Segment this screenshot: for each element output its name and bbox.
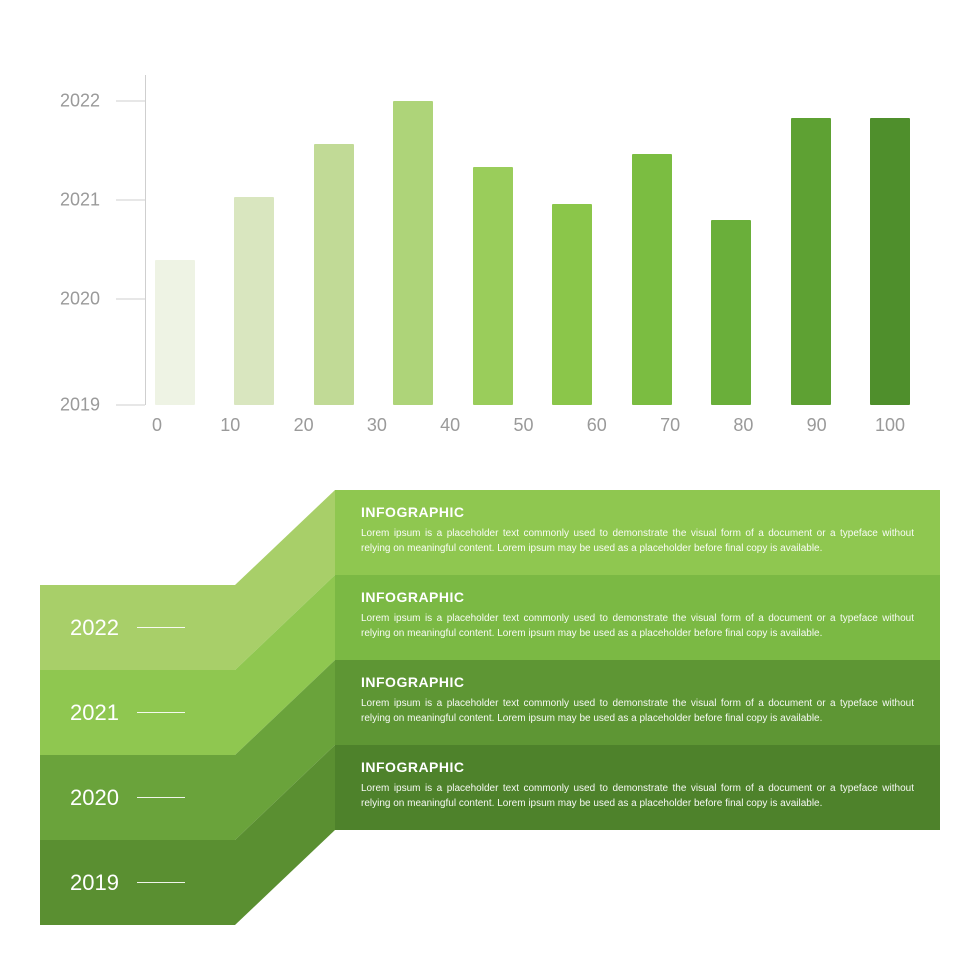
bar <box>632 154 672 405</box>
infographic-section: 2022 2021 2020 2019 INFOGRAPHIC Lorem ipsum … <box>0 490 940 940</box>
year-line <box>137 797 185 798</box>
info-panel-body: Lorem ipsum is a placeholder text common… <box>361 696 914 726</box>
bar <box>791 118 831 405</box>
y-axis: 2022 2021 2020 2019 <box>60 75 145 405</box>
bar <box>314 144 354 405</box>
year-block: 2021 <box>40 670 235 755</box>
x-tick-label: 100 <box>860 415 920 436</box>
bar-chart: 2022 2021 2020 2019 0 10 20 30 40 50 60 70 80 90 1… <box>60 75 920 435</box>
y-tick-label: 2022 <box>60 91 110 112</box>
bar <box>234 197 274 405</box>
y-tick-label: 2019 <box>60 395 110 416</box>
year-label: 2022 <box>70 615 119 641</box>
x-tick-label: 90 <box>787 415 847 436</box>
x-tick-label: 60 <box>567 415 627 436</box>
year-label: 2019 <box>70 870 119 896</box>
x-tick-label: 50 <box>493 415 553 436</box>
y-tick-label: 2021 <box>60 190 110 211</box>
x-tick-label: 30 <box>347 415 407 436</box>
info-panel-body: Lorem ipsum is a placeholder text common… <box>361 611 914 641</box>
info-panel: INFOGRAPHIC Lorem ipsum is a placeholder … <box>335 745 940 830</box>
info-panels: INFOGRAPHIC Lorem ipsum is a placeholder … <box>335 490 940 830</box>
bar <box>393 101 433 405</box>
info-panel-body: Lorem ipsum is a placeholder text common… <box>361 781 914 811</box>
y-tick-line <box>116 405 145 406</box>
year-block: 2020 <box>40 755 235 840</box>
x-tick-label: 10 <box>200 415 260 436</box>
y-tick-line <box>116 101 145 102</box>
info-panel-title: INFOGRAPHIC <box>361 504 914 520</box>
info-panel: INFOGRAPHIC Lorem ipsum is a placeholder … <box>335 490 940 575</box>
x-tick-label: 0 <box>127 415 187 436</box>
info-panel-body: Lorem ipsum is a placeholder text common… <box>361 526 914 556</box>
bar <box>473 167 513 405</box>
x-tick-label: 80 <box>713 415 773 436</box>
y-tick-line <box>116 200 145 201</box>
info-panel-title: INFOGRAPHIC <box>361 674 914 690</box>
bar <box>870 118 910 405</box>
year-line <box>137 712 185 713</box>
info-panel-title: INFOGRAPHIC <box>361 759 914 775</box>
bar <box>711 220 751 405</box>
x-tick-label: 20 <box>274 415 334 436</box>
x-tick-label: 70 <box>640 415 700 436</box>
info-panel-title: INFOGRAPHIC <box>361 589 914 605</box>
info-panel: INFOGRAPHIC Lorem ipsum is a placeholder … <box>335 575 940 660</box>
year-line <box>137 882 185 883</box>
y-tick-line <box>116 299 145 300</box>
year-label: 2021 <box>70 700 119 726</box>
bar <box>155 260 195 405</box>
year-block: 2019 <box>40 840 235 925</box>
info-panel: INFOGRAPHIC Lorem ipsum is a placeholder … <box>335 660 940 745</box>
year-label: 2020 <box>70 785 119 811</box>
x-tick-label: 40 <box>420 415 480 436</box>
y-tick-label: 2020 <box>60 289 110 310</box>
x-axis: 0102030405060708090100 <box>145 415 920 436</box>
year-line <box>137 627 185 628</box>
connector-shapes <box>235 490 335 930</box>
year-block: 2022 <box>40 585 235 670</box>
bar <box>552 204 592 405</box>
plot-area <box>145 75 920 405</box>
year-stack: 2022 2021 2020 2019 <box>40 585 235 925</box>
